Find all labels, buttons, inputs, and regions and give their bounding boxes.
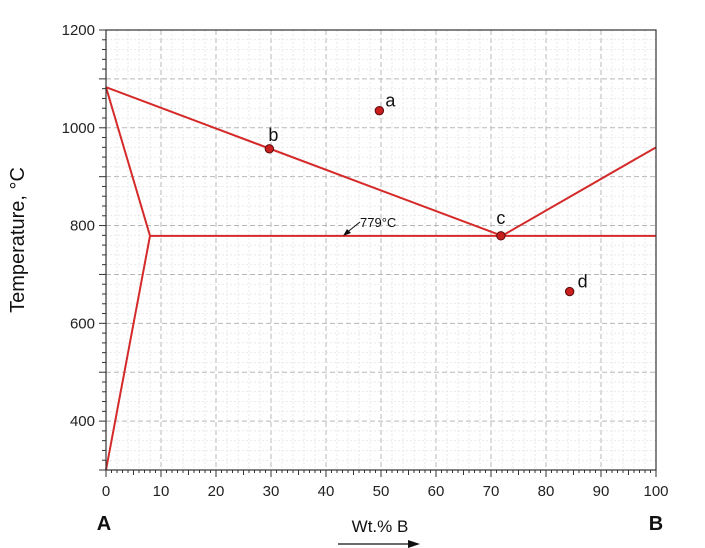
x-tick-label: 20 — [208, 483, 225, 500]
component-a-label: A — [97, 513, 111, 535]
series-solidus-left — [105, 86, 151, 237]
tick-labels: 0 10 20 30 40 50 60 70 80 90 100 400 600 800 1000 1200 — [62, 22, 669, 500]
x-tick-label: 80 — [538, 483, 555, 500]
point-c — [496, 231, 506, 241]
data-points: a b c d — [264, 91, 588, 297]
y-tick-label: 600 — [70, 315, 95, 332]
eutectic-annotation: 779°C — [343, 215, 396, 236]
point-label-a: a — [385, 91, 396, 111]
x-tick-label: 70 — [483, 483, 500, 500]
eutectic-label: 779°C — [360, 215, 396, 230]
x-tick-label: 30 — [263, 483, 280, 500]
x-tick-label: 90 — [593, 483, 610, 500]
axis-ticks — [99, 29, 657, 477]
x-tick-label: 0 — [102, 483, 110, 500]
point-a — [374, 105, 385, 116]
grid-lines — [105, 29, 657, 471]
x-tick-label: 50 — [373, 483, 390, 500]
series-solvus-left — [105, 235, 151, 471]
x-tick-label: 40 — [318, 483, 335, 500]
y-tick-label: 1000 — [62, 120, 95, 137]
point-label-b: b — [268, 125, 278, 145]
series-liquidus-right — [501, 146, 657, 237]
y-axis-title: Temperature, °C — [7, 167, 29, 313]
y-tick-label: 400 — [70, 413, 95, 430]
phase-boundary-lines — [105, 86, 657, 471]
point-d — [564, 286, 575, 297]
point-label-c: c — [496, 208, 505, 228]
point-b — [264, 144, 275, 154]
x-tick-label: 100 — [643, 483, 668, 500]
x-tick-label: 10 — [153, 483, 170, 500]
x-axis-direction-arrow — [338, 540, 420, 548]
y-tick-label: 1200 — [62, 22, 95, 39]
x-axis-title: Wt.% B — [352, 517, 409, 536]
y-tick-label: 800 — [70, 218, 95, 235]
component-b-label: B — [649, 513, 663, 535]
point-label-d: d — [578, 272, 588, 292]
series-liquidus-left — [105, 86, 503, 237]
eutectic-arrow-head — [343, 229, 351, 236]
x-tick-label: 60 — [428, 483, 445, 500]
